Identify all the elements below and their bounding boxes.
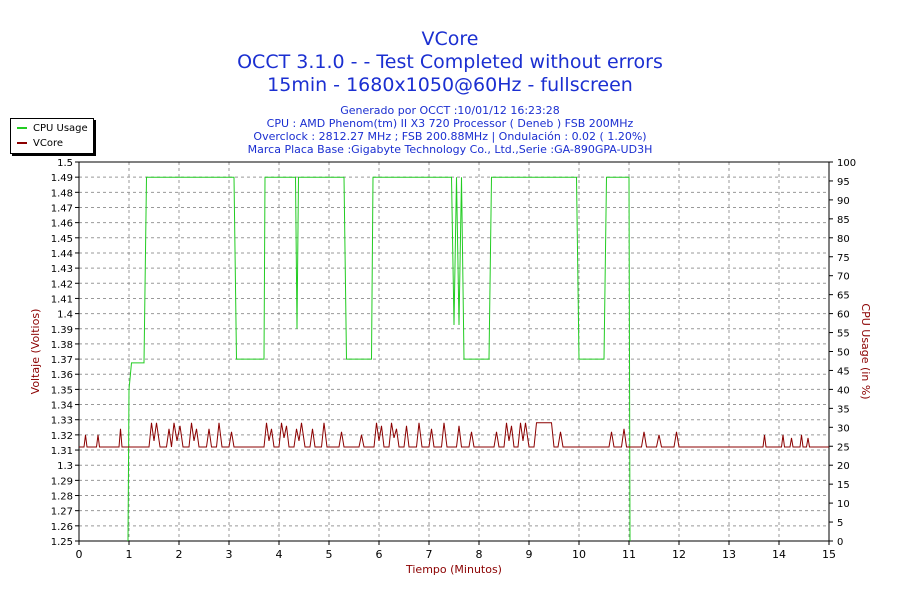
y-tick-label: 1.41 xyxy=(51,294,73,305)
x-tick-label: 5 xyxy=(326,548,333,561)
x-tick-label: 13 xyxy=(722,548,736,561)
chart-title-line-2: OCCT 3.1.0 - - Test Completed without er… xyxy=(237,51,663,73)
y2-axis-label: CPU Usage (in %) xyxy=(859,303,872,399)
y-tick-label: 1.32 xyxy=(51,431,73,442)
y-tick-label: 1.33 xyxy=(51,416,73,427)
series-line-vcore xyxy=(79,422,829,448)
y-tick-label: 1.46 xyxy=(51,219,73,230)
x-tick-label: 4 xyxy=(276,548,283,561)
y-tick-label: 1.43 xyxy=(51,264,73,275)
y-tick-label: 1.36 xyxy=(51,370,73,381)
x-tick-label: 12 xyxy=(672,548,686,561)
y2-tick-label: 25 xyxy=(837,442,850,453)
subtitle-generated: Generado por OCCT :10/01/12 16:23:28 xyxy=(340,104,560,117)
x-tick-label: 0 xyxy=(76,548,83,561)
legend-item-vcore: VCore xyxy=(17,137,63,149)
x-tick-label: 9 xyxy=(526,548,533,561)
y-tick-label: 1.37 xyxy=(51,355,73,366)
y2-tick-label: 15 xyxy=(837,480,850,491)
y2-tick-label: 60 xyxy=(837,310,850,321)
y2-tick-label: 85 xyxy=(837,215,850,226)
subtitle-overclock: Overclock : 2812.27 MHz ; FSB 200.88MHz … xyxy=(253,130,647,143)
y2-tick-label: 0 xyxy=(837,537,843,548)
y2-tick-label: 20 xyxy=(837,461,850,472)
y-tick-label: 1.4 xyxy=(57,310,73,321)
y2-tick-label: 80 xyxy=(837,234,850,245)
y-tick-label: 1.35 xyxy=(51,385,73,396)
y-tick-label: 1.5 xyxy=(57,158,73,169)
x-axis-label: Tiempo (Minutos) xyxy=(405,563,502,576)
x-tick-label: 10 xyxy=(572,548,586,561)
y-tick-label: 1.29 xyxy=(51,476,73,487)
y2-tick-label: 10 xyxy=(837,499,850,510)
y2-tick-label: 100 xyxy=(837,158,856,169)
y2-tick-label: 95 xyxy=(837,177,850,188)
y-tick-label: 1.45 xyxy=(51,234,73,245)
y-tick-label: 1.44 xyxy=(51,249,73,260)
x-tick-label: 2 xyxy=(176,548,183,561)
y2-tick-label: 30 xyxy=(837,423,850,434)
x-tick-label: 14 xyxy=(772,548,786,561)
y2-tick-label: 90 xyxy=(837,196,850,207)
y-tick-label: 1.25 xyxy=(51,537,73,548)
x-tick-label: 7 xyxy=(426,548,433,561)
subtitle-motherboard: Marca Placa Base :Gigabyte Technology Co… xyxy=(247,143,653,156)
y2-tick-label: 45 xyxy=(837,366,850,377)
y-tick-label: 1.48 xyxy=(51,188,73,199)
legend-label-cpu-usage: CPU Usage xyxy=(33,122,88,134)
y2-tick-label: 50 xyxy=(837,348,850,359)
legend-swatch-cpu-usage xyxy=(17,127,27,129)
x-tick-label: 11 xyxy=(622,548,636,561)
y-tick-label: 1.28 xyxy=(51,492,73,503)
series-line-cpu-usage xyxy=(127,176,631,542)
y-tick-label: 1.49 xyxy=(51,173,73,184)
x-tick-label: 8 xyxy=(476,548,483,561)
legend-label-vcore: VCore xyxy=(33,137,63,149)
legend-swatch-vcore xyxy=(17,142,27,144)
y-tick-label: 1.39 xyxy=(51,325,73,336)
y2-tick-label: 5 xyxy=(837,518,843,529)
y-tick-label: 1.27 xyxy=(51,507,73,518)
legend-item-cpu-usage: CPU Usage xyxy=(17,122,88,134)
y-tick-label: 1.42 xyxy=(51,279,73,290)
y-tick-label: 1.31 xyxy=(51,446,73,457)
y-axis-label: Voltaje (Voltios) xyxy=(29,309,42,395)
x-tick-label: 1 xyxy=(126,548,133,561)
y-tick-label: 1.26 xyxy=(51,522,73,533)
subtitle-cpu: CPU : AMD Phenom(tm) II X3 720 Processor… xyxy=(266,117,634,130)
x-tick-label: 6 xyxy=(376,548,383,561)
y2-tick-label: 55 xyxy=(837,329,850,340)
x-tick-label: 15 xyxy=(822,548,836,561)
chart-legend: CPU Usage VCore xyxy=(10,118,94,154)
x-tick-label: 3 xyxy=(226,548,233,561)
y2-tick-label: 65 xyxy=(837,291,850,302)
y-tick-label: 1.34 xyxy=(51,401,73,412)
y2-tick-label: 75 xyxy=(837,253,850,264)
y-tick-label: 1.47 xyxy=(51,203,73,214)
chart-title: VCore xyxy=(421,28,479,50)
y2-tick-label: 70 xyxy=(837,272,850,283)
plot-area xyxy=(79,162,829,541)
chart-title-line-3: 15min - 1680x1050@60Hz - fullscreen xyxy=(267,74,633,96)
y-tick-label: 1.3 xyxy=(57,461,73,472)
y-tick-label: 1.38 xyxy=(51,340,73,351)
y2-tick-label: 35 xyxy=(837,404,850,415)
y2-tick-label: 40 xyxy=(837,385,850,396)
